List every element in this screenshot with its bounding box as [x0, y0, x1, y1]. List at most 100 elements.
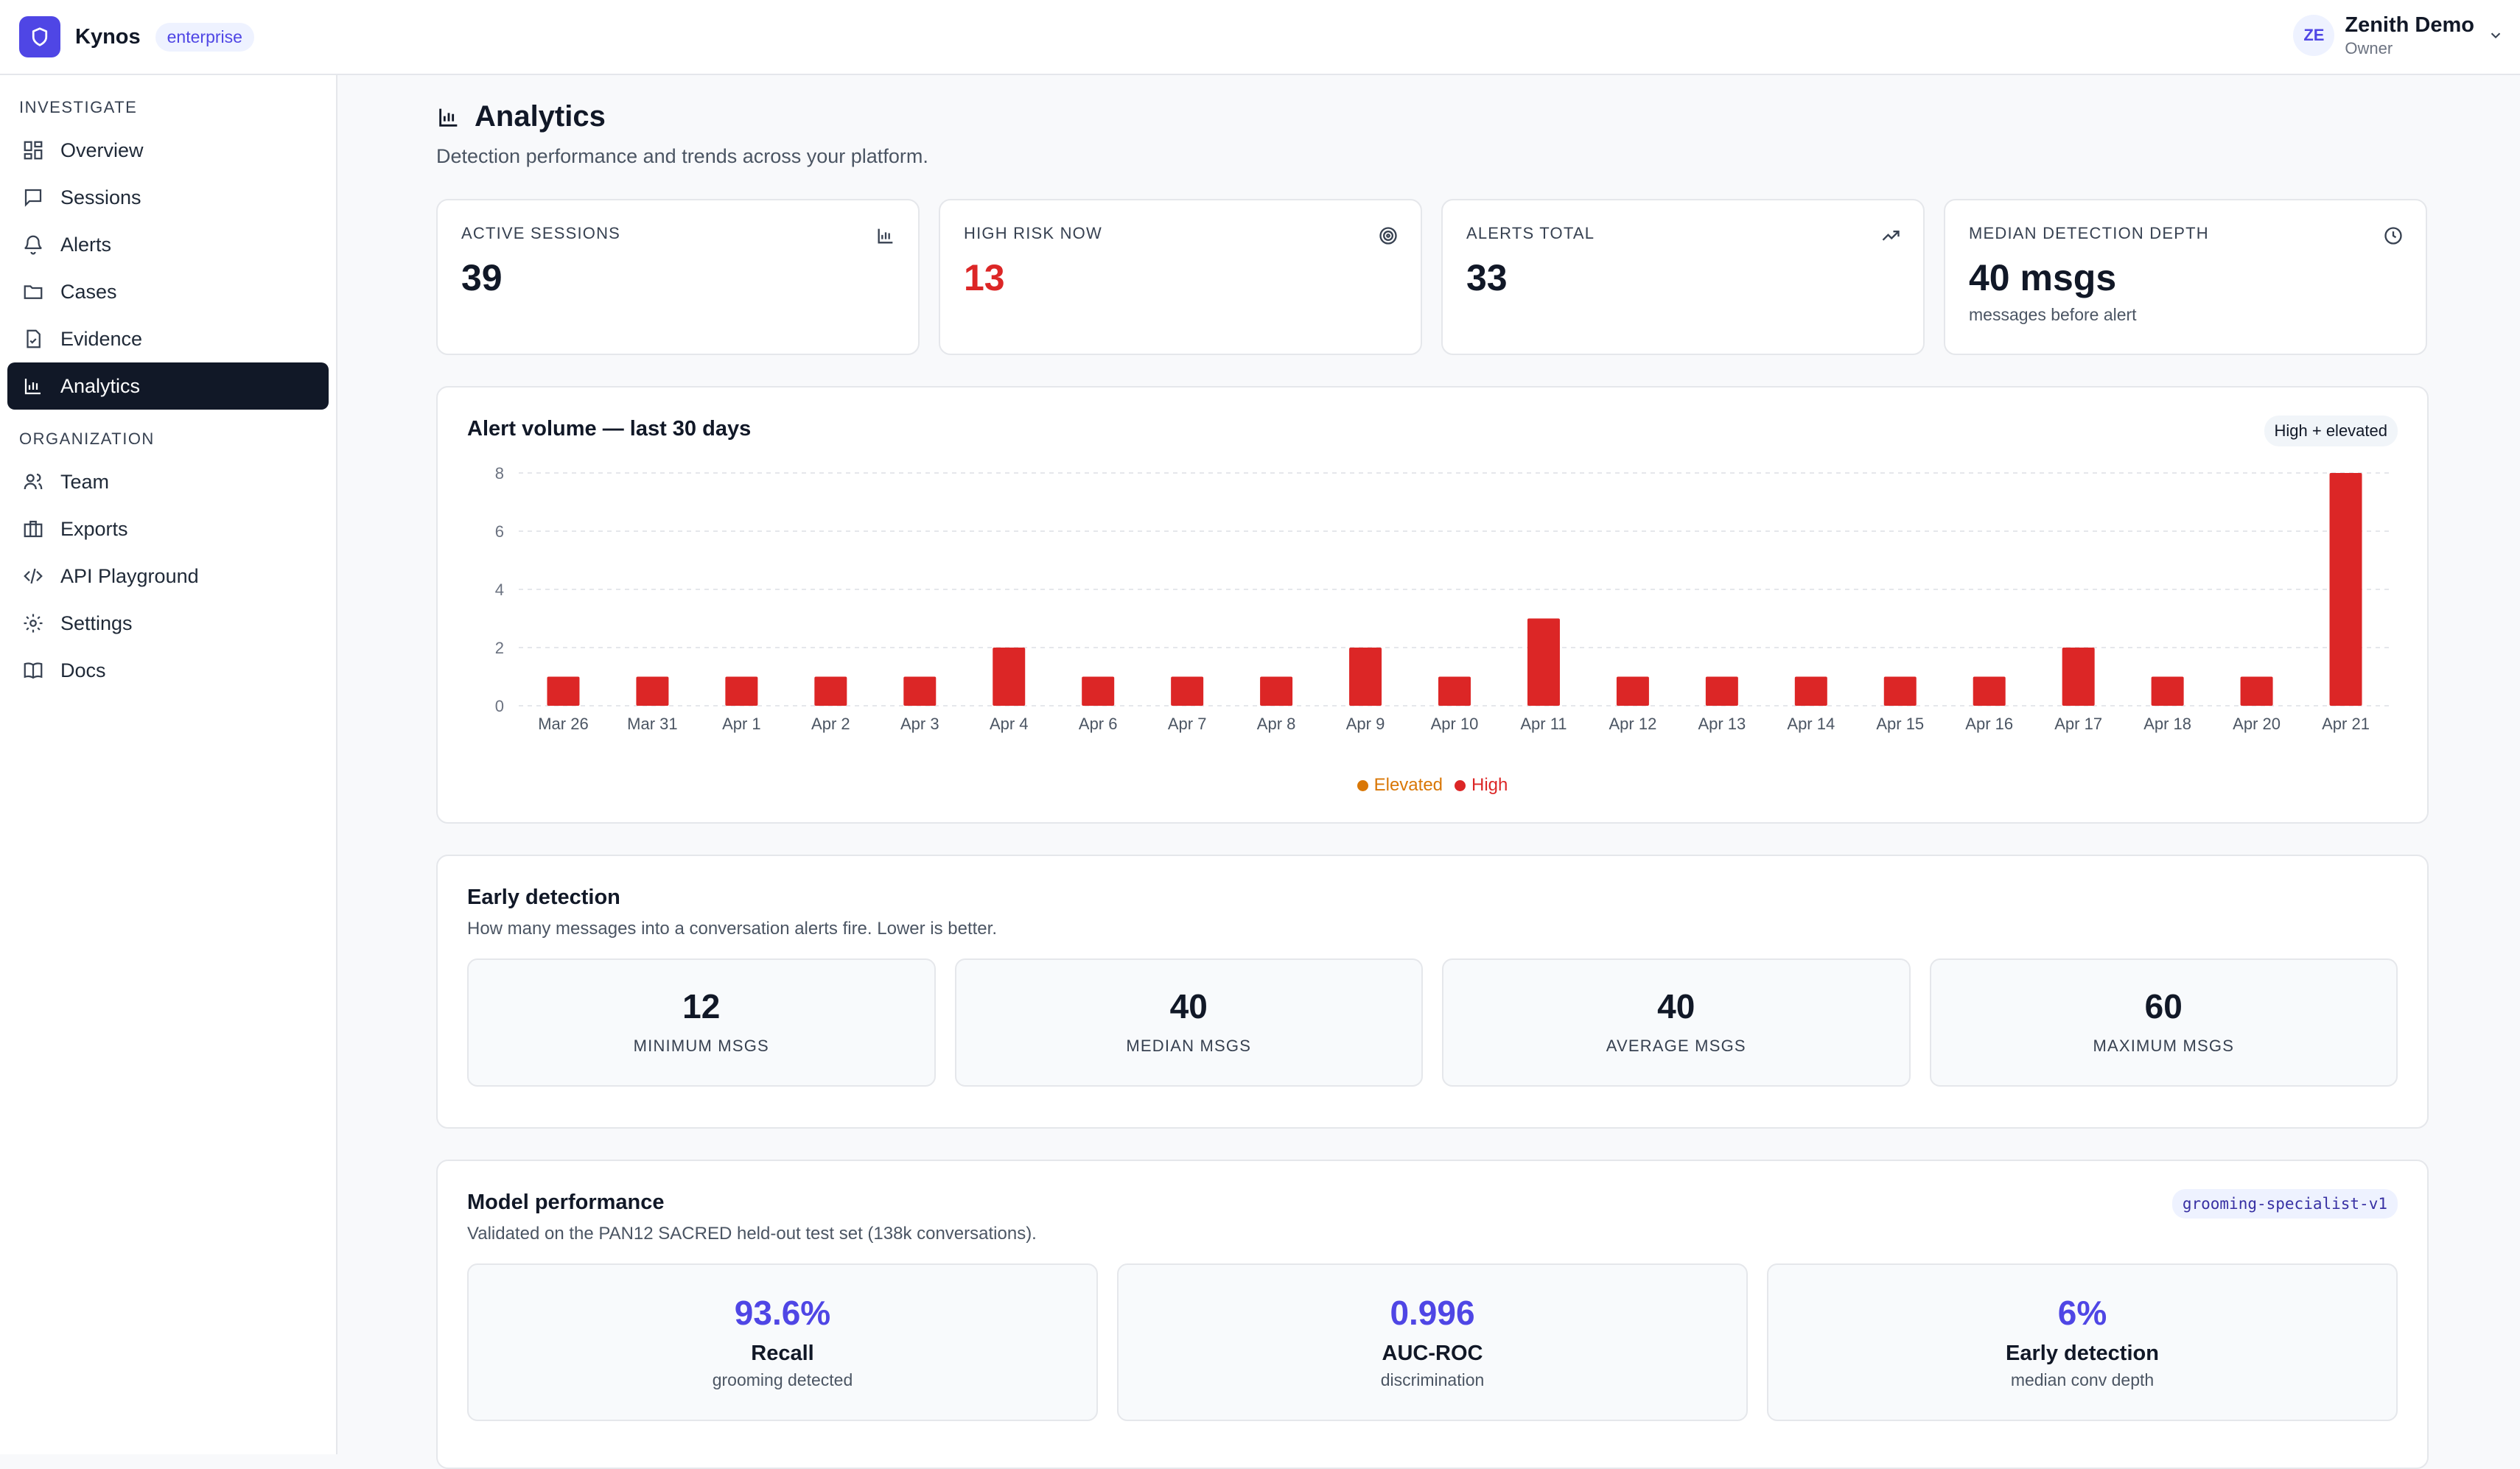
kpi-value: 13 — [964, 257, 1005, 298]
x-tick-label: Mar 31 — [627, 715, 677, 733]
kpi-label: ALERTS TOTAL — [1466, 224, 1595, 242]
clock-icon — [2384, 227, 2402, 245]
chevron-down-icon[interactable] — [2488, 27, 2504, 43]
y-tick-label: 6 — [495, 522, 504, 541]
x-tick-label: Apr 21 — [2322, 715, 2370, 733]
user-name: Zenith Demo — [2345, 13, 2474, 37]
sidebar-item-settings[interactable]: Settings — [7, 600, 329, 647]
x-tick-label: Apr 11 — [1520, 715, 1567, 733]
bar-high — [1973, 676, 2006, 706]
bar-high — [2151, 676, 2184, 706]
section-organization: ORGANIZATION — [19, 430, 155, 448]
kpi-row: ACTIVE SESSIONS 39 HIGH RISK NOW 13 ALER… — [436, 199, 2429, 355]
metric-value: 93.6% — [734, 1294, 831, 1332]
kpi-value: 33 — [1466, 257, 1508, 298]
legend-label: High — [1471, 775, 1508, 795]
book-icon — [24, 662, 43, 679]
metric-early-detection: 6% Early detection median conv depth — [1767, 1263, 2398, 1421]
bar-high — [1171, 676, 1204, 706]
plan-badge: enterprise — [155, 22, 254, 52]
users-icon — [24, 473, 43, 490]
section-title: Early detection — [467, 886, 620, 909]
message-icon — [24, 189, 42, 207]
sidebar-item-exports[interactable]: Exports — [7, 505, 329, 553]
x-tick-label: Apr 3 — [900, 715, 939, 733]
bar-chart-icon — [24, 379, 41, 395]
legend-high[interactable]: High — [1455, 775, 1508, 796]
folder-icon — [24, 285, 43, 299]
sidebar-item-alerts[interactable]: Alerts — [7, 221, 329, 268]
sidebar-item-label: Exports — [60, 517, 128, 540]
bar-high — [2329, 473, 2362, 706]
stat-minimum: 12 MINIMUM MSGS — [467, 958, 936, 1087]
sidebar-item-cases[interactable]: Cases — [7, 268, 329, 315]
sidebar-item-overview[interactable]: Overview — [7, 127, 329, 174]
page-header: Analytics — [436, 100, 2429, 133]
user-menu[interactable]: ZE Zenith Demo Owner — [2293, 12, 2504, 59]
sidebar-item-sessions[interactable]: Sessions — [7, 174, 329, 221]
section-title: Model performance — [467, 1191, 665, 1214]
sidebar-item-label: Cases — [60, 280, 117, 303]
stat-maximum: 60 MAXIMUM MSGS — [1929, 958, 2398, 1087]
x-tick-label: Apr 14 — [1787, 715, 1835, 733]
metric-sub: discrimination — [1380, 1370, 1485, 1389]
shield-logo-icon[interactable] — [19, 16, 60, 57]
kpi-value: 40 msgs — [1969, 257, 2117, 298]
x-tick-label: Apr 12 — [1609, 715, 1656, 733]
sidebar-item-api-playground[interactable]: API Playground — [7, 553, 329, 600]
section-investigate: INVESTIGATE — [19, 98, 138, 116]
kpi-hint: messages before alert — [1969, 305, 2137, 324]
model-tag: grooming-specialist-v1 — [2171, 1189, 2398, 1219]
bar-chart-icon — [439, 108, 458, 127]
section-description: Validated on the PAN12 SACRED held-out t… — [467, 1224, 1037, 1244]
sidebar-item-analytics[interactable]: Analytics — [7, 362, 329, 410]
brand-name[interactable]: Kynos — [75, 24, 141, 49]
stat-label: MEDIAN MSGS — [1126, 1037, 1252, 1055]
kpi-label: HIGH RISK NOW — [964, 224, 1102, 242]
bar-high — [1705, 676, 1738, 706]
trending-up-icon — [1882, 231, 1900, 241]
metric-name: Recall — [751, 1342, 814, 1365]
bar-high — [1260, 676, 1293, 706]
gear-icon — [24, 614, 43, 633]
bar-high — [2240, 676, 2273, 706]
sidebar-item-label: Analytics — [60, 374, 141, 397]
bar-high — [636, 676, 669, 706]
bar-high — [814, 676, 847, 706]
stat-median: 40 MEDIAN MSGS — [954, 958, 1423, 1087]
chart-filter-badge[interactable]: High + elevated — [2264, 416, 2398, 446]
sidebar-item-label: Team — [60, 470, 110, 493]
x-tick-label: Apr 6 — [1079, 715, 1118, 733]
sidebar-item-label: Sessions — [60, 186, 141, 208]
top-bar: Kynos enterprise ZE Zenith Demo Owner — [0, 0, 2520, 75]
alert-volume-card: Alert volume — last 30 days High + eleva… — [436, 386, 2429, 824]
page-title: Analytics — [475, 100, 606, 133]
sidebar-item-evidence[interactable]: Evidence — [7, 315, 329, 362]
stat-average: 40 AVERAGE MSGS — [1442, 958, 1911, 1087]
chart-legend: Elevated High — [438, 775, 2427, 796]
bar-high — [1438, 676, 1471, 706]
x-tick-label: Mar 26 — [538, 715, 588, 733]
grid-icon — [24, 141, 43, 160]
avatar[interactable]: ZE — [2293, 14, 2335, 56]
sidebar-item-label: Docs — [60, 659, 106, 681]
x-tick-label: Apr 1 — [722, 715, 761, 733]
sidebar-item-label: API Playground — [60, 564, 199, 587]
stat-label: MINIMUM MSGS — [633, 1037, 769, 1055]
bar-high — [1883, 676, 1917, 706]
kpi-high-risk-now: HIGH RISK NOW 13 — [939, 199, 1422, 355]
metric-sub: median conv depth — [2010, 1370, 2155, 1389]
legend-elevated[interactable]: Elevated — [1357, 775, 1443, 796]
x-tick-label: Apr 17 — [2054, 715, 2102, 733]
sidebar-item-team[interactable]: Team — [7, 458, 329, 505]
stat-label: AVERAGE MSGS — [1606, 1037, 1746, 1055]
sidebar-item-label: Alerts — [60, 233, 112, 256]
x-tick-label: Apr 10 — [1431, 715, 1479, 733]
stat-value: 12 — [682, 987, 721, 1026]
page-subtitle: Detection performance and trends across … — [436, 145, 928, 167]
early-detection-stats: 12 MINIMUM MSGS 40 MEDIAN MSGS 40 AVERAG… — [467, 958, 2398, 1087]
section-description: How many messages into a conversation al… — [467, 919, 997, 939]
bar-high — [1616, 676, 1649, 706]
bar-high — [2062, 648, 2095, 706]
sidebar-item-docs[interactable]: Docs — [7, 647, 329, 694]
